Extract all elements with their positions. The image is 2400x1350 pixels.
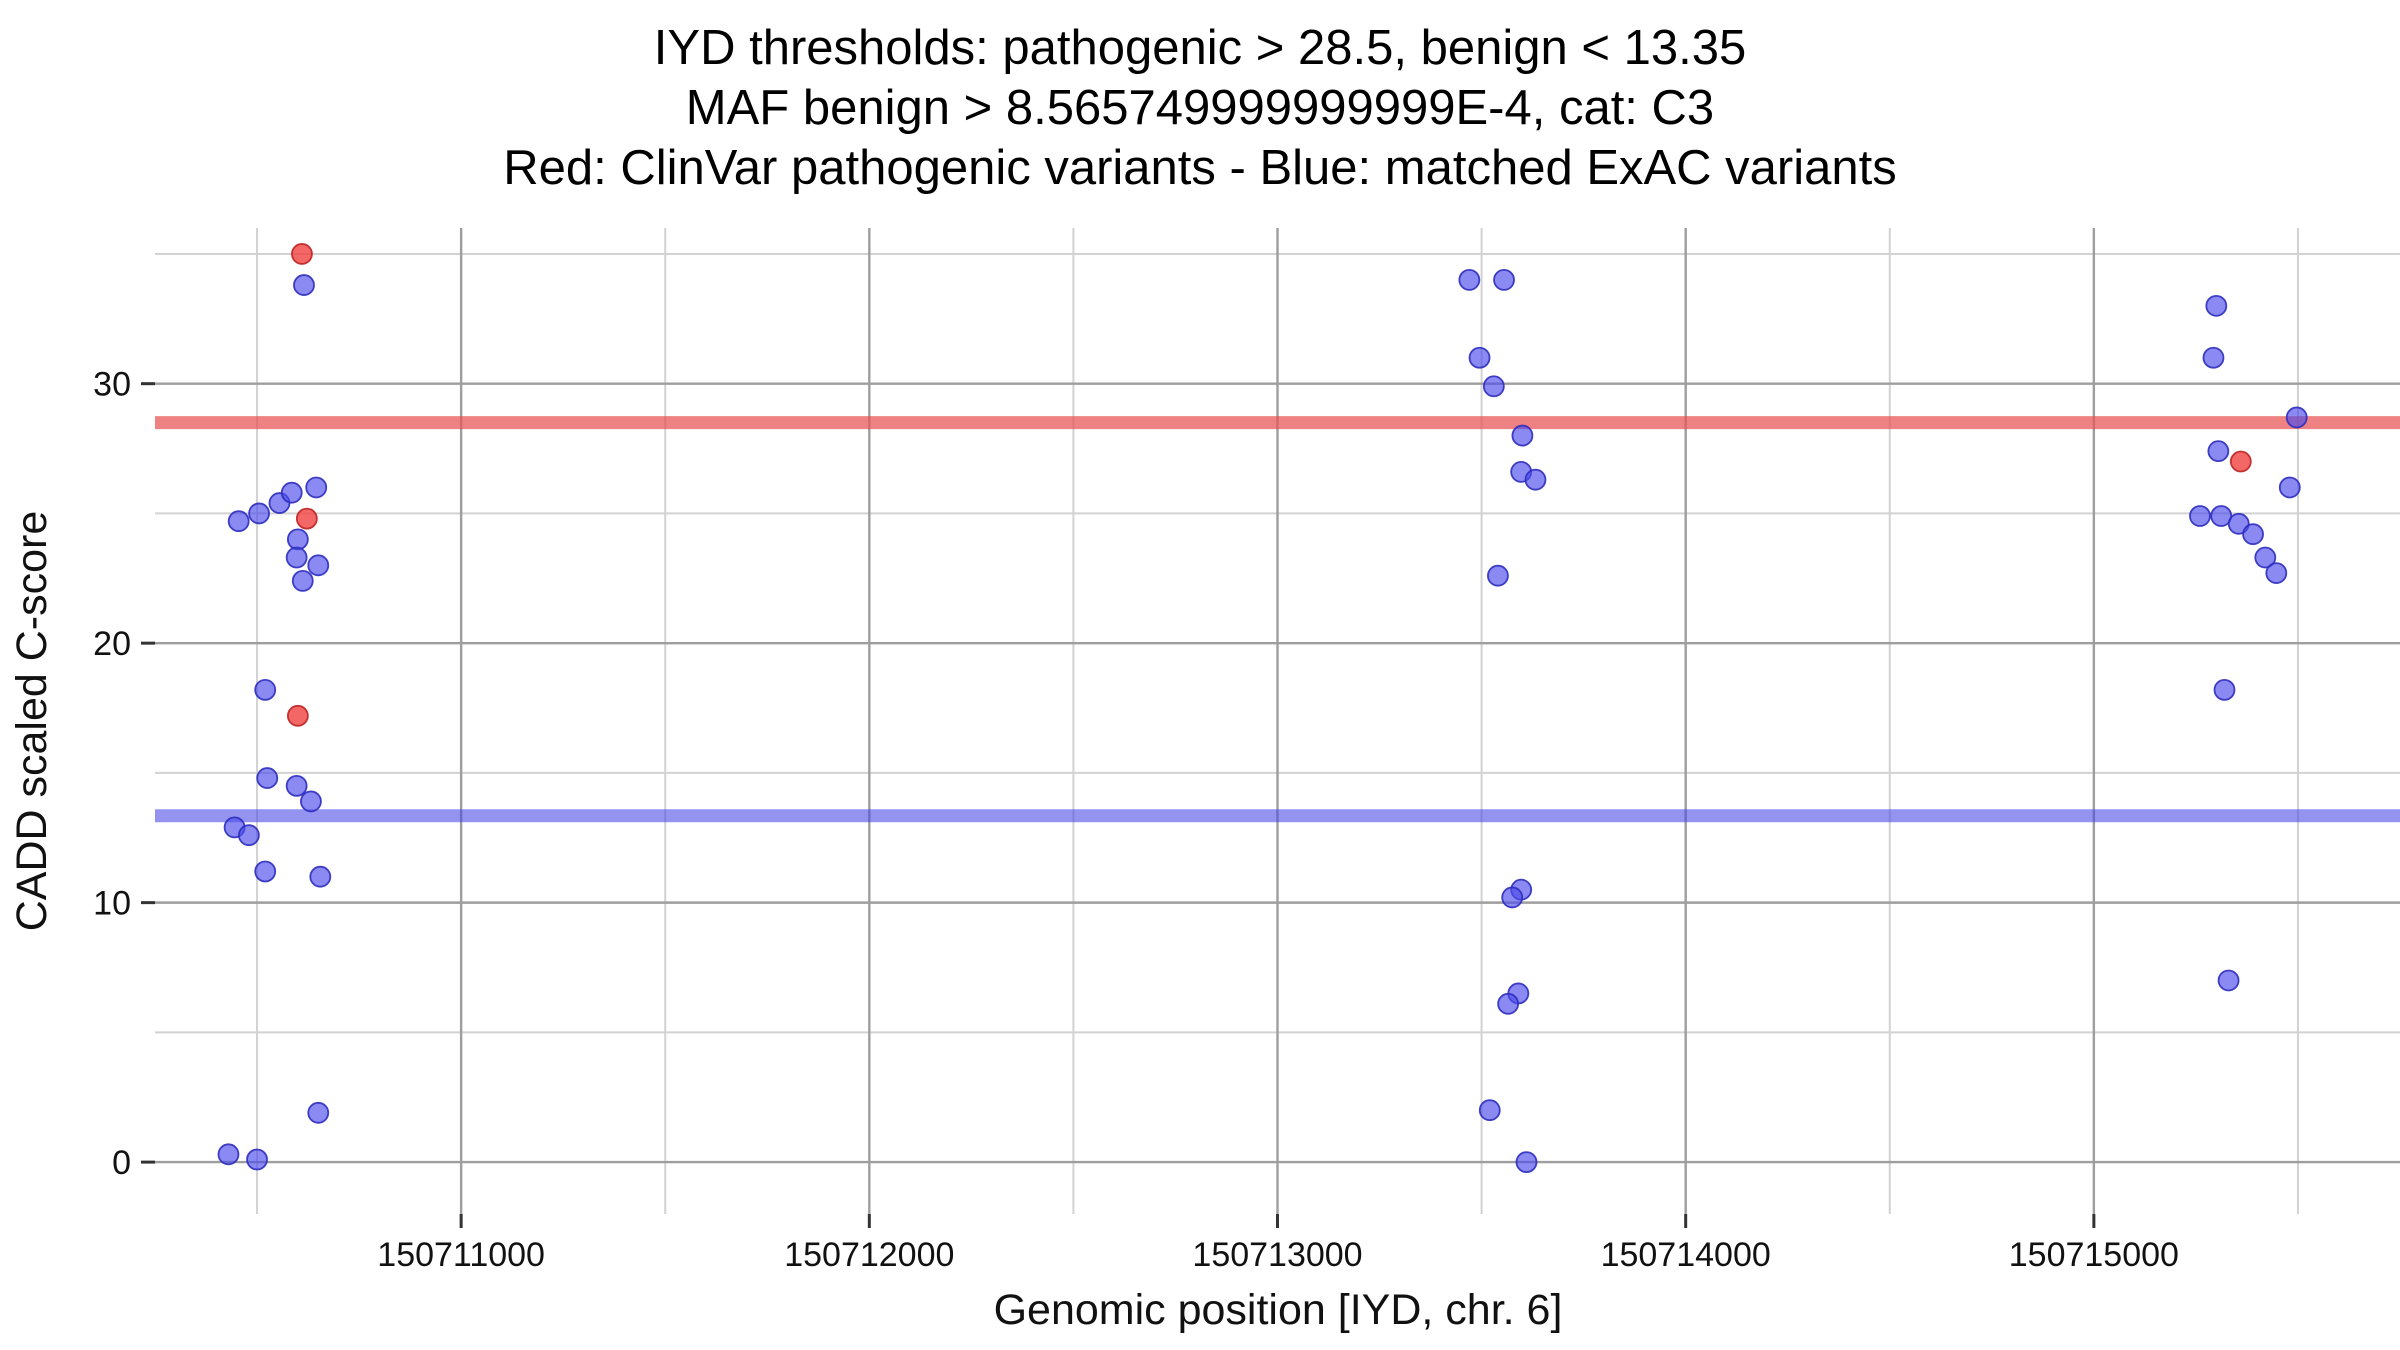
exac-variant-point [2285, 406, 2308, 429]
exac-variant-point [285, 546, 308, 569]
exac-variant-point [2205, 294, 2228, 317]
exac-variant-point [305, 476, 328, 499]
exac-variant-point [280, 481, 303, 504]
exac-variant-point [1515, 1151, 1538, 1174]
exac-variant-point [2202, 346, 2225, 369]
exac-variant-point [1482, 375, 1505, 398]
exac-variant-point [2217, 969, 2240, 992]
data-points [217, 243, 2308, 1174]
exac-variant-point [227, 510, 250, 533]
exac-variant-point [307, 1101, 330, 1124]
axis-tick-marks [141, 382, 2096, 1228]
y-tick-label: 30 [93, 366, 131, 404]
y-tick-label: 20 [93, 625, 131, 663]
exac-variant-point [254, 678, 277, 701]
exac-variant-point [1501, 886, 1524, 909]
exac-variant-point [1478, 1099, 1501, 1122]
exac-variant-point [254, 860, 277, 883]
y-axis-title: CADD scaled C-score [8, 511, 56, 932]
exac-variant-point [2213, 678, 2236, 701]
exac-variant-point [285, 774, 308, 797]
x-tick-label: 150713000 [1192, 1236, 1362, 1274]
exac-variant-point [293, 274, 315, 296]
exac-variant-point [286, 528, 309, 551]
exac-variant-point [1524, 468, 1547, 491]
exac-variant-point [2265, 562, 2288, 584]
exac-variant-point [217, 1143, 240, 1166]
x-tick-label: 150711000 [377, 1236, 545, 1274]
y-tick-label: 10 [93, 885, 131, 923]
x-tick-label: 150714000 [1601, 1236, 1771, 1274]
exac-variant-point [2278, 476, 2301, 499]
clinvar-variant-point [291, 243, 313, 265]
title-line-3: Red: ClinVar pathogenic variants - Blue:… [503, 141, 1897, 195]
exac-variant-point [1468, 346, 1491, 369]
y-tick-label: 0 [112, 1144, 131, 1182]
major-gridlines [155, 228, 2400, 1214]
x-tick-label: 150715000 [2009, 1236, 2179, 1274]
title-line-1: IYD thresholds: pathogenic > 28.5, benig… [654, 21, 1746, 75]
clinvar-variant-point [295, 507, 318, 530]
x-axis-title: Genomic position [IYD, chr. 6] [994, 1286, 1563, 1334]
exac-variant-point [309, 865, 332, 888]
clinvar-variant-point [286, 704, 309, 727]
exac-variant-point [1511, 424, 1534, 447]
exac-variant-point [1493, 268, 1515, 291]
exac-variant-point [2242, 523, 2264, 546]
exac-variant-point [307, 554, 330, 577]
exac-variant-point [1487, 564, 1509, 587]
axis-tick-labels: 150711000 150712000 150713000 150714000 1507… [93, 366, 2179, 1274]
exac-variant-point [248, 502, 270, 525]
title-line-2: MAF benign > 8.565749999999999E-4, cat: … [686, 81, 1714, 135]
exac-variant-point [300, 790, 322, 813]
threshold-lines [155, 416, 2400, 823]
exac-variant-point [2189, 505, 2211, 527]
exac-variant-point [2254, 546, 2277, 569]
exac-variant-point [1458, 268, 1481, 291]
exac-variant-point [1497, 992, 1520, 1015]
exac-variant-point [237, 824, 260, 847]
x-tick-label: 150712000 [784, 1236, 954, 1274]
exac-variant-point [291, 569, 314, 592]
clinvar-variant-point [2229, 450, 2252, 473]
exac-variant-point [246, 1148, 268, 1171]
exac-variant-point [256, 767, 279, 789]
exac-variant-point [2207, 440, 2230, 463]
